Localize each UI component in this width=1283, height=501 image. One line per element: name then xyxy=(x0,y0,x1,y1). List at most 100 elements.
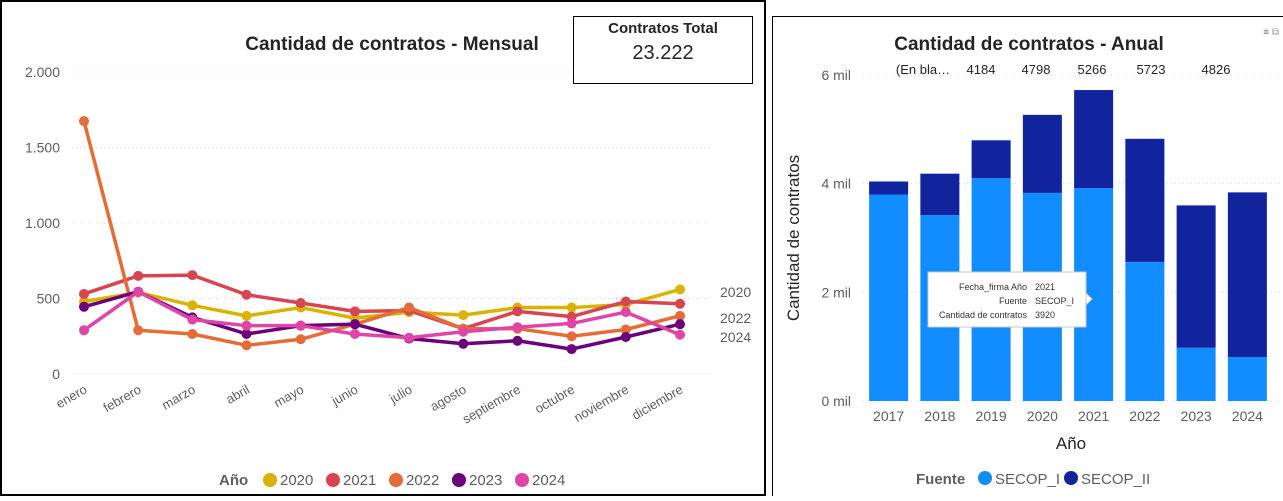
visual-header-icons[interactable]: ⩧ ⧉ xyxy=(1263,27,1279,38)
data-point-2022[interactable] xyxy=(133,325,144,336)
tooltip: Fecha_firma Año 2021 Fuente SECOP_I Cantidad… xyxy=(927,271,1093,328)
legend-label-2022[interactable]: 2022 xyxy=(406,472,439,489)
chart-title: Cantidad de contratos - Mensual xyxy=(245,34,538,55)
x-tick-label: 2017 xyxy=(873,408,904,424)
data-point-2020[interactable] xyxy=(187,300,198,311)
data-point-2022[interactable] xyxy=(295,334,306,345)
kpi-label: Contratos Total xyxy=(608,20,718,37)
data-point-2021[interactable] xyxy=(133,270,144,281)
bar-SECOP_I-2023[interactable] xyxy=(1176,347,1216,401)
legend-label-2023[interactable]: 2023 xyxy=(469,472,502,489)
data-point-2024[interactable] xyxy=(620,307,631,318)
tooltip-value: 3920 xyxy=(1035,310,1055,320)
tooltip-box xyxy=(927,271,1087,328)
data-point-2022[interactable] xyxy=(675,310,685,321)
data-point-2024[interactable] xyxy=(458,326,469,337)
data-point-2024[interactable] xyxy=(295,320,306,331)
data-point-2021[interactable] xyxy=(295,298,306,309)
bar-SECOP_II-2024[interactable] xyxy=(1227,192,1267,357)
bar-SECOP_II-2020[interactable] xyxy=(1022,114,1062,193)
bar-SECOP_II-2019[interactable] xyxy=(971,140,1011,179)
data-point-2023[interactable] xyxy=(566,344,577,355)
data-point-2022[interactable] xyxy=(79,116,89,127)
chart-title: Cantidad de contratos - Anual xyxy=(894,34,1164,55)
bar-SECOP_I-2017[interactable] xyxy=(869,194,909,401)
data-point-2023[interactable] xyxy=(458,338,469,349)
kpi-card[interactable]: Contratos Total 23.222 xyxy=(573,16,753,84)
legend-marker-2022[interactable] xyxy=(389,473,403,487)
y-tick-label: 6 mil xyxy=(821,67,851,83)
data-point-2023[interactable] xyxy=(620,332,631,343)
legend-marker-2023[interactable] xyxy=(452,473,466,487)
data-point-2024[interactable] xyxy=(133,286,144,297)
data-point-2022[interactable] xyxy=(404,302,415,313)
legend-marker-2024[interactable] xyxy=(515,473,529,487)
data-point-2022[interactable] xyxy=(620,324,631,335)
legend-marker-SECOP_II[interactable] xyxy=(1064,471,1078,485)
legend-label-2021[interactable]: 2021 xyxy=(343,472,376,489)
top-label: 5266 xyxy=(1078,62,1107,77)
top-label: 5723 xyxy=(1137,62,1166,77)
legend-marker-2020[interactable] xyxy=(263,473,277,487)
data-point-2021[interactable] xyxy=(675,298,685,309)
data-point-2024[interactable] xyxy=(675,329,685,340)
data-point-2024[interactable] xyxy=(512,322,523,333)
series-line-2020[interactable] xyxy=(83,287,681,320)
top-label: (En bla… xyxy=(896,62,950,77)
bar-SECOP_I-2024[interactable] xyxy=(1227,356,1267,401)
data-point-2020[interactable] xyxy=(675,284,685,295)
bar-SECOP_II-2023[interactable] xyxy=(1176,205,1216,348)
x-tick-label: abril xyxy=(223,382,252,407)
data-point-2020[interactable] xyxy=(458,310,469,321)
data-point-2024[interactable] xyxy=(241,320,252,331)
data-point-2024[interactable] xyxy=(187,314,198,325)
legend-label-2020[interactable]: 2020 xyxy=(280,472,313,489)
monthly-line-chart[interactable]: Cantidad de contratos - Mensual 0 500 1.000… xyxy=(2,2,764,494)
legend-label-2024[interactable]: 2024 xyxy=(532,472,565,489)
x-tick-label: noviembre xyxy=(571,382,631,425)
data-point-2023[interactable] xyxy=(241,328,252,339)
data-point-2023[interactable] xyxy=(349,319,360,330)
top-label: 4184 xyxy=(967,62,996,77)
legend-label-SECOP_I[interactable]: SECOP_I xyxy=(995,471,1060,488)
annual-bar-chart[interactable]: Cantidad de contratos - Anual 0 mil 2 mil 4… xyxy=(773,17,1283,496)
data-point-2021[interactable] xyxy=(512,306,523,317)
y-tick-label: 2.000 xyxy=(25,64,60,80)
bar-SECOP_I-2022[interactable] xyxy=(1125,261,1165,401)
bar-SECOP_II-2021[interactable] xyxy=(1074,90,1114,189)
data-point-2020[interactable] xyxy=(566,302,577,313)
data-point-2021[interactable] xyxy=(620,296,631,307)
data-point-2021[interactable] xyxy=(79,288,89,299)
data-point-2022[interactable] xyxy=(241,340,252,351)
y-tick-label: 0 mil xyxy=(821,393,851,409)
bar-SECOP_II-2018[interactable] xyxy=(920,173,960,216)
legend-marker-SECOP_I[interactable] xyxy=(978,471,992,485)
end-label: 2020 xyxy=(720,284,751,300)
legend-title: Año xyxy=(219,472,248,489)
series-line-2022[interactable] xyxy=(82,120,681,348)
data-point-2022[interactable] xyxy=(187,328,198,339)
series-line-2024[interactable] xyxy=(82,289,681,340)
data-point-2021[interactable] xyxy=(241,289,252,300)
data-point-2020[interactable] xyxy=(241,310,252,321)
data-point-2023[interactable] xyxy=(675,319,685,330)
legend-marker-2021[interactable] xyxy=(326,473,340,487)
data-point-2023[interactable] xyxy=(512,335,523,346)
series-line-2021[interactable] xyxy=(83,273,681,331)
y-tick-label: 1.500 xyxy=(25,140,60,156)
annual-chart-panel[interactable]: Cantidad de contratos - Anual 0 mil 2 mil 4… xyxy=(772,16,1283,496)
data-point-2022[interactable] xyxy=(566,331,577,342)
y-tick-label: 4 mil xyxy=(821,176,851,192)
top-label: 4826 xyxy=(1202,62,1231,77)
data-point-2024[interactable] xyxy=(566,318,577,329)
x-tick-label: marzo xyxy=(159,382,198,413)
data-point-2024[interactable] xyxy=(79,325,89,336)
data-point-2023[interactable] xyxy=(79,301,89,312)
data-point-2021[interactable] xyxy=(349,306,360,317)
data-point-2024[interactable] xyxy=(349,328,360,339)
data-point-2021[interactable] xyxy=(187,270,198,281)
bar-SECOP_II-2017[interactable] xyxy=(869,181,909,195)
data-point-2024[interactable] xyxy=(404,332,415,343)
legend-label-SECOP_II[interactable]: SECOP_II xyxy=(1081,471,1150,488)
bar-SECOP_II-2022[interactable] xyxy=(1125,138,1165,262)
